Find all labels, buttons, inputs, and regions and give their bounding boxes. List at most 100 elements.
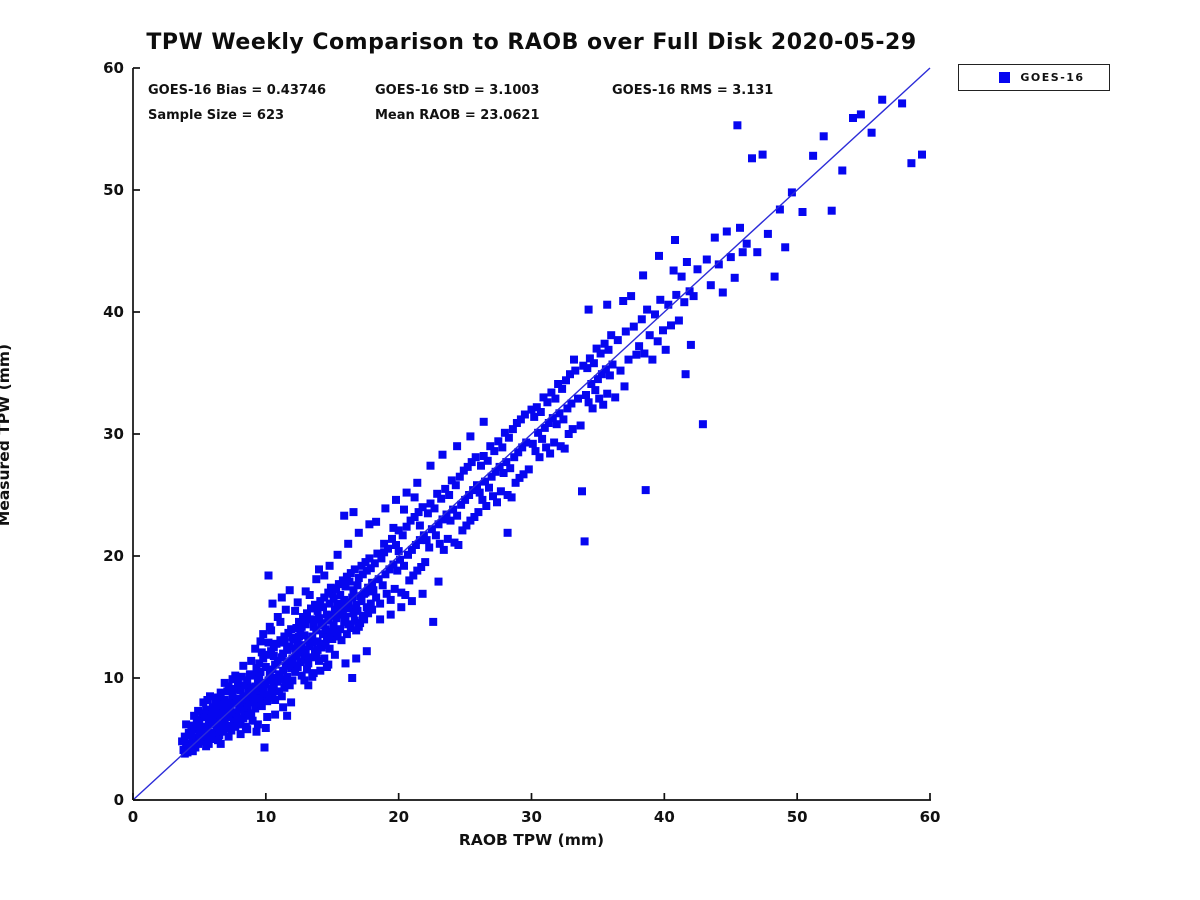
data-point <box>546 449 555 458</box>
data-point <box>182 720 191 729</box>
data-point <box>328 635 337 643</box>
data-point <box>231 722 240 731</box>
data-point <box>500 428 509 437</box>
data-point <box>648 355 657 364</box>
data-point <box>385 565 394 574</box>
data-point <box>257 648 266 657</box>
data-point <box>350 616 359 625</box>
data-point <box>421 558 430 567</box>
data-point <box>664 300 673 309</box>
data-point <box>319 603 327 612</box>
data-point <box>400 561 408 570</box>
data-point <box>260 743 269 752</box>
data-point <box>211 715 220 724</box>
legend-marker-square-icon <box>999 72 1010 83</box>
data-point <box>287 625 296 634</box>
data-point <box>491 467 500 476</box>
data-point <box>548 414 557 423</box>
data-point <box>256 667 265 676</box>
data-point <box>220 678 229 687</box>
data-point <box>410 513 419 521</box>
data-point <box>605 371 614 380</box>
data-point <box>544 419 553 427</box>
data-point <box>442 510 451 519</box>
data-point <box>671 236 679 244</box>
data-point <box>681 370 690 379</box>
data-point <box>867 128 876 137</box>
data-point <box>311 600 319 609</box>
data-point <box>233 678 242 687</box>
data-point <box>397 603 406 612</box>
data-point <box>693 265 702 274</box>
x-axis-label: RAOB TPW (mm) <box>458 831 605 849</box>
data-point <box>494 437 503 446</box>
data-point <box>208 720 217 729</box>
data-point <box>196 724 205 732</box>
data-point <box>680 298 689 307</box>
data-point <box>418 589 427 598</box>
data-point <box>438 515 447 524</box>
x-tick-label: 0 <box>128 808 138 826</box>
data-point <box>582 391 590 399</box>
data-point <box>514 448 523 457</box>
data-point <box>427 525 436 534</box>
data-point <box>257 702 266 711</box>
data-point <box>381 504 390 513</box>
stat-bias: GOES-16 Bias = 0.43746 <box>148 83 327 98</box>
data-point <box>571 366 580 375</box>
data-point <box>312 626 321 635</box>
data-point <box>360 615 369 624</box>
data-point <box>325 644 334 653</box>
data-point <box>273 613 282 621</box>
y-tick-label: 50 <box>103 181 124 199</box>
data-point <box>479 417 488 426</box>
data-point <box>562 376 570 385</box>
data-point <box>251 644 260 653</box>
data-point <box>328 589 337 598</box>
data-point <box>706 281 715 290</box>
data-point <box>315 656 323 665</box>
data-point <box>237 702 246 711</box>
data-point <box>180 749 189 758</box>
data-point <box>312 650 321 659</box>
data-point <box>240 681 249 690</box>
data-point <box>349 586 358 595</box>
data-point <box>370 559 379 568</box>
data-point <box>303 665 311 674</box>
data-point <box>357 597 366 606</box>
data-point <box>333 550 342 559</box>
data-point <box>563 404 572 413</box>
data-point <box>329 621 338 630</box>
data-point <box>522 438 531 447</box>
data-point <box>478 495 487 504</box>
data-point <box>613 336 622 345</box>
data-point <box>394 547 403 556</box>
data-point <box>558 384 567 393</box>
data-point <box>380 548 389 557</box>
data-point <box>329 594 338 603</box>
data-point <box>819 132 828 141</box>
data-point <box>305 615 314 624</box>
data-point <box>208 703 217 712</box>
data-point <box>603 389 612 398</box>
data-point <box>206 692 214 701</box>
data-point <box>536 408 545 416</box>
data-point <box>651 310 659 319</box>
data-point <box>481 477 489 486</box>
data-point <box>372 517 381 526</box>
y-tick-label: 40 <box>103 303 124 321</box>
data-point <box>394 526 403 535</box>
data-point <box>733 121 742 130</box>
data-point <box>656 295 665 304</box>
data-point <box>669 266 678 275</box>
data-point <box>554 380 563 388</box>
data-point <box>607 331 616 340</box>
data-point <box>443 534 452 543</box>
data-point <box>320 654 329 663</box>
data-point <box>540 423 549 432</box>
one-to-one-line <box>132 67 931 801</box>
data-point <box>320 593 329 602</box>
data-point <box>293 598 302 607</box>
data-point <box>603 300 612 309</box>
data-point <box>295 617 303 626</box>
